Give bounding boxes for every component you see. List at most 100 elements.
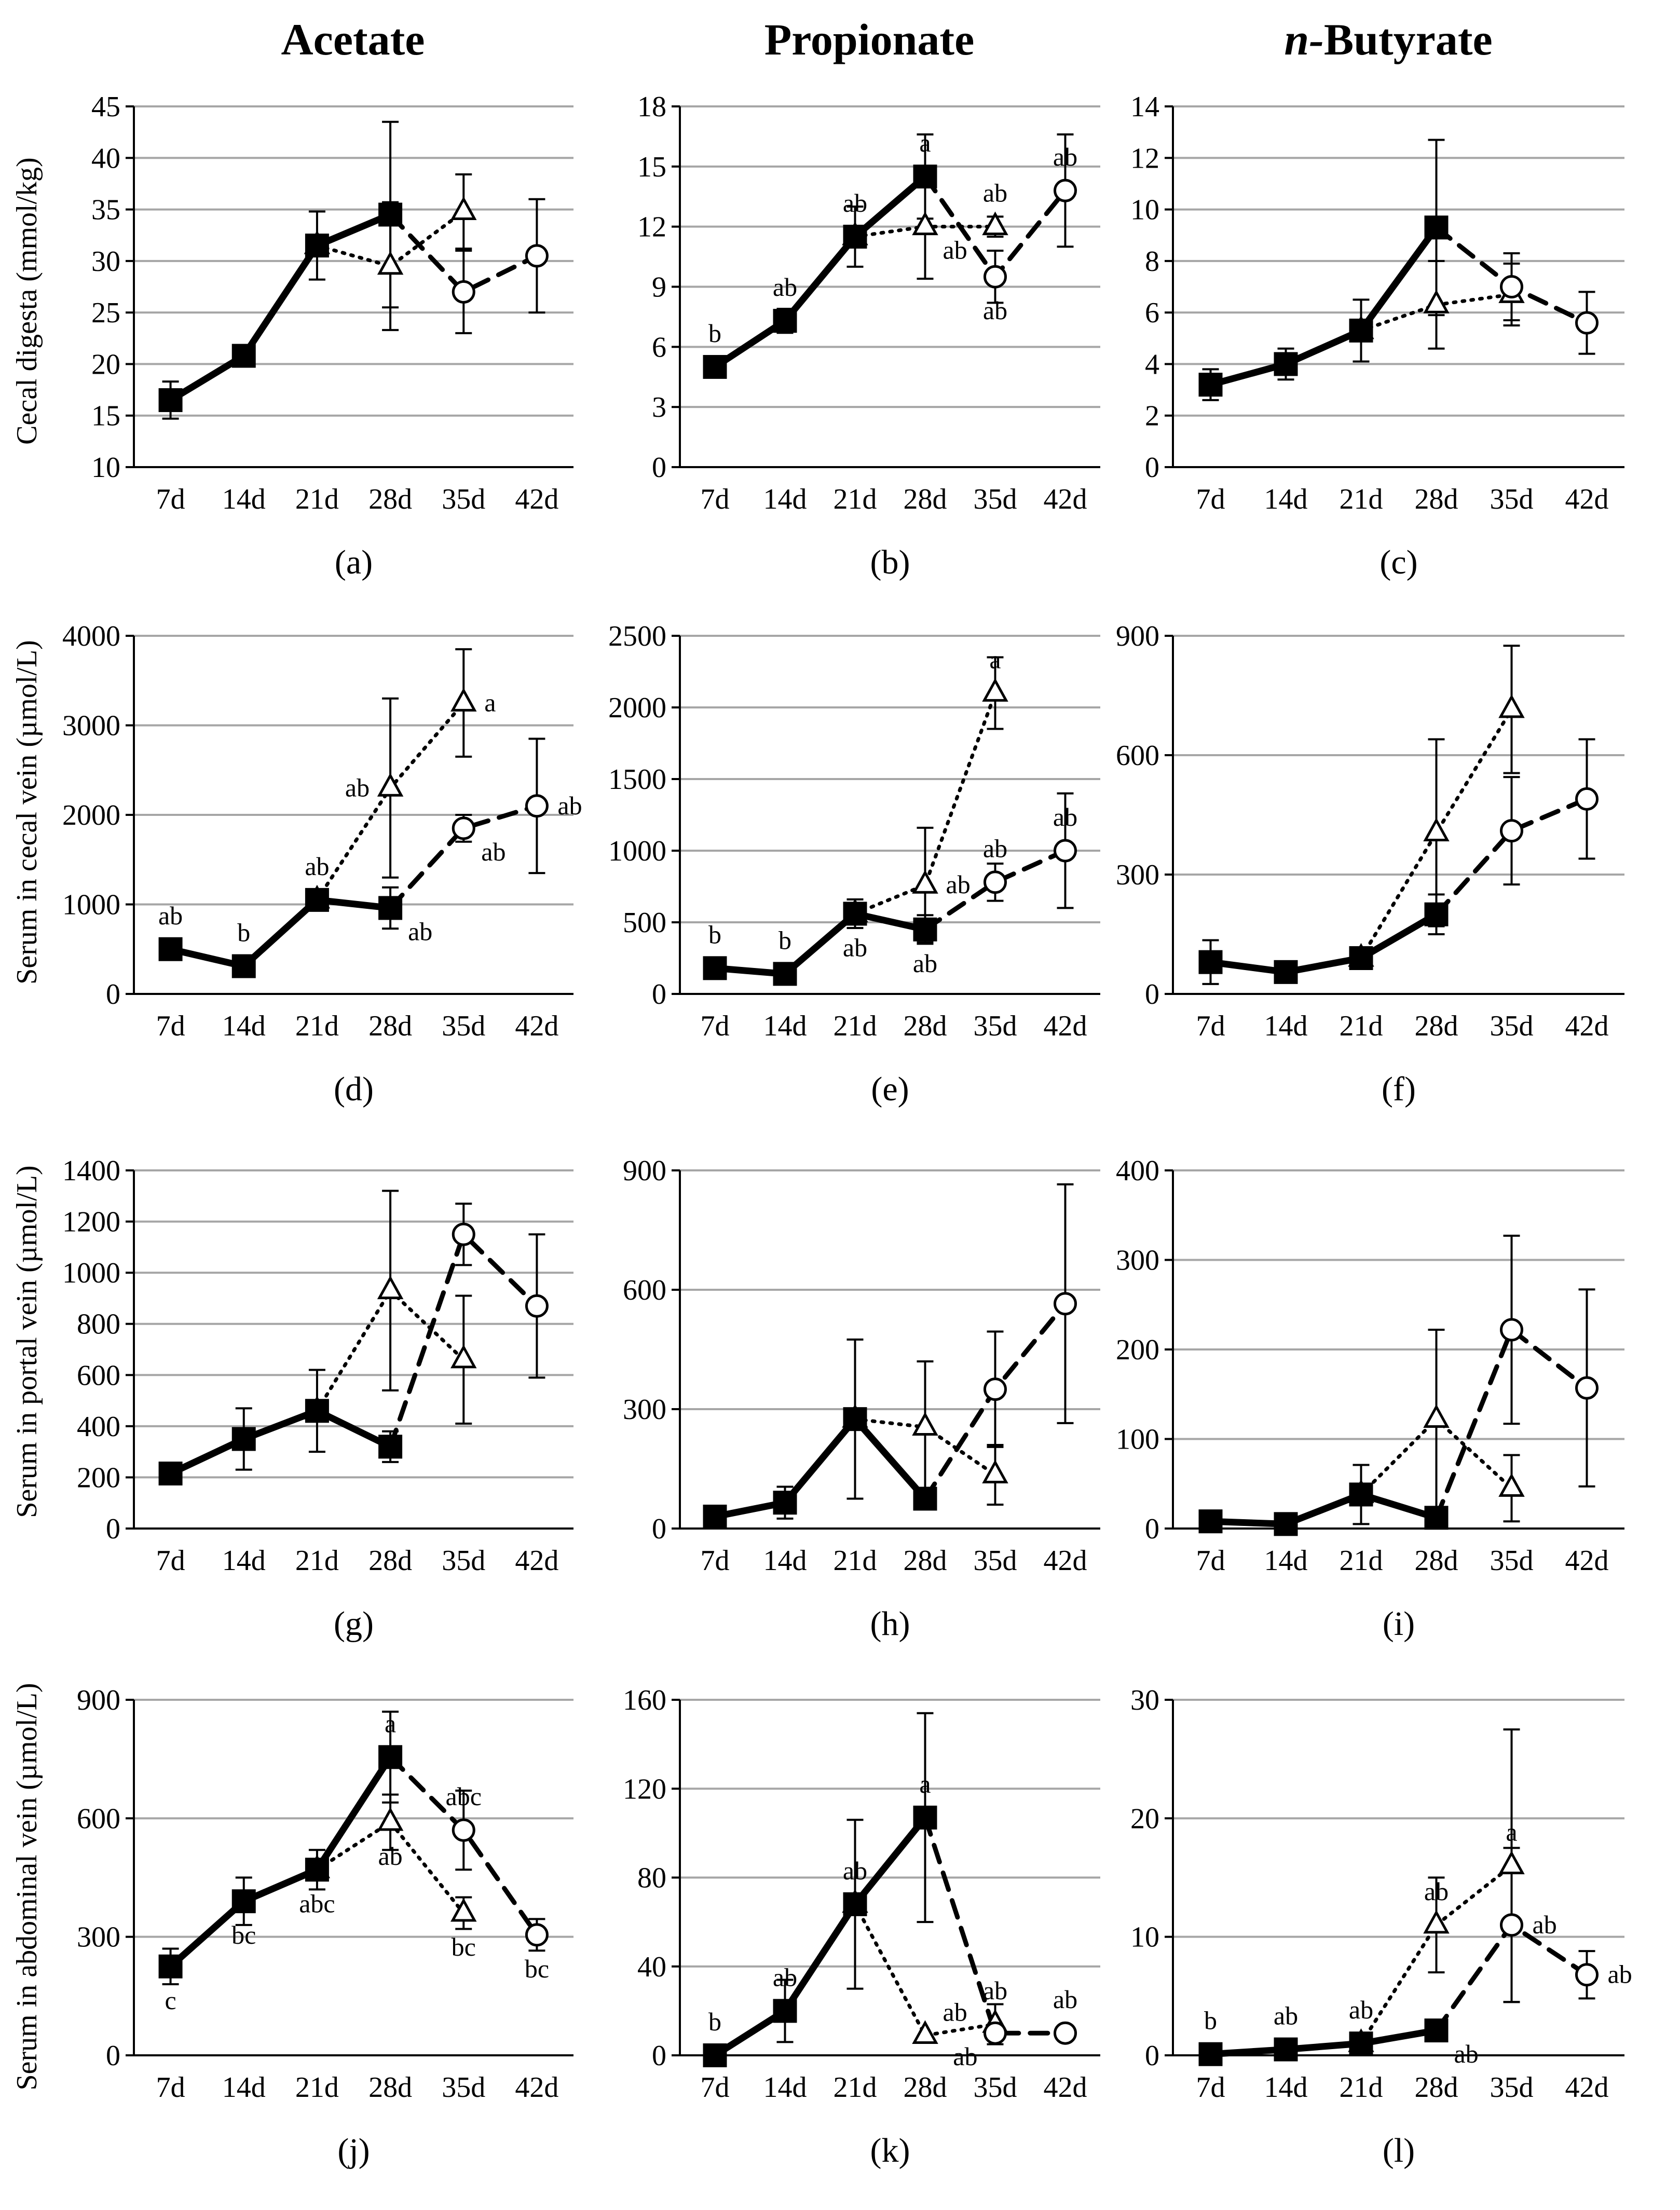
panel-label: (g)	[334, 1605, 374, 1643]
y-tick-label: 300	[77, 1921, 120, 1954]
x-tick-label: 7d	[1196, 483, 1225, 515]
circle-marker	[1054, 2021, 1077, 2045]
y-tick-label: 18	[637, 91, 666, 123]
circle-marker	[1500, 1913, 1523, 1937]
column-title-propionate: Propionate	[764, 15, 975, 64]
circle-marker	[1054, 1292, 1077, 1316]
square-marker	[1198, 373, 1223, 397]
y-tick-label: 900	[623, 1155, 666, 1187]
significance-label: a	[484, 688, 496, 717]
square-marker	[913, 165, 937, 189]
triangle-marker	[377, 251, 404, 275]
square-marker	[1349, 318, 1373, 343]
x-tick-label: 14d	[763, 2071, 807, 2104]
square-marker	[773, 1999, 797, 2023]
square-marker	[1198, 2042, 1223, 2066]
significance-label: ab	[1053, 1985, 1077, 2014]
significance-label: b	[708, 319, 721, 348]
panel-j: 0 300 600 900 7d 14d 21d 28d 35d 42d (j) c bc abc a ab a…	[77, 1684, 573, 2170]
y-tick-label: 10	[1130, 1921, 1159, 1954]
y-tick-label: 20	[1130, 1803, 1159, 1835]
y-tick-label: 2	[1145, 400, 1159, 432]
significance-label: ab	[1349, 1995, 1373, 2024]
series-line-square	[1207, 224, 1440, 388]
series-line-square	[167, 211, 394, 404]
square-marker	[1274, 960, 1298, 984]
x-tick-label: 42d	[1565, 483, 1609, 515]
significance-label: ab	[773, 1962, 797, 1991]
y-tick-label: 600	[623, 1274, 666, 1306]
x-tick-label: 35d	[974, 1010, 1017, 1042]
x-tick-label: 35d	[442, 1545, 485, 1577]
series-line-square	[712, 1415, 928, 1520]
x-tick-label: 14d	[1264, 1545, 1308, 1577]
significance-label: ab	[843, 933, 867, 962]
x-tick-label: 35d	[442, 2071, 485, 2104]
significance-label: a	[385, 1709, 396, 1738]
y-tick-label: 600	[1116, 740, 1159, 772]
triangle-marker	[1423, 817, 1450, 841]
x-tick-label: 21d	[295, 1545, 339, 1577]
panel-label: (c)	[1379, 543, 1417, 581]
x-tick-label: 42d	[515, 1545, 558, 1577]
significance-label: bc	[452, 1932, 476, 1961]
x-tick-label: 28d	[368, 1010, 412, 1042]
triangle-marker	[1498, 694, 1525, 718]
square-marker	[703, 1505, 727, 1529]
circle-marker	[1500, 275, 1523, 298]
panel-f: 0 300 600 900 7d 14d 21d 28d 35d 42d (f)	[1116, 620, 1624, 1108]
circle-marker	[984, 2021, 1007, 2045]
x-tick-label: 42d	[515, 483, 558, 515]
significance-label: ab	[1533, 1910, 1557, 1939]
x-tick-label: 7d	[156, 483, 185, 515]
y-tick-label: 30	[1130, 1684, 1159, 1716]
significance-label: ab	[943, 236, 967, 265]
triangle-marker	[1423, 1404, 1450, 1428]
x-tick-label: 21d	[295, 483, 339, 515]
y-tick-label: 400	[77, 1411, 120, 1443]
significance-label: b	[1204, 2006, 1217, 2035]
x-tick-label: 42d	[1044, 483, 1087, 515]
significance-label: ab	[557, 791, 582, 820]
significance-label: a	[1506, 1818, 1517, 1847]
significance-label: ab	[1454, 2039, 1479, 2068]
circle-marker	[984, 870, 1007, 894]
x-tick-label: 42d	[1044, 2071, 1087, 2104]
significance-label: a	[919, 1769, 931, 1798]
significance-label: ab	[1274, 2001, 1298, 2030]
x-tick-label: 42d	[515, 2071, 558, 2104]
y-tick-label: 120	[623, 1773, 666, 1805]
square-marker	[1349, 1482, 1373, 1507]
y-tick-label: 800	[77, 1308, 120, 1341]
x-tick-label: 28d	[1415, 483, 1458, 515]
significance-label: ab	[1053, 142, 1077, 171]
significance-label: ab	[983, 179, 1007, 208]
square-marker	[1198, 1509, 1223, 1534]
y-tick-label: 15	[91, 400, 120, 432]
y-tick-label: 35	[91, 194, 120, 226]
significance-label: b	[708, 920, 721, 949]
square-marker	[378, 1745, 403, 1769]
square-marker	[773, 1491, 797, 1515]
triangle-marker	[982, 678, 1008, 702]
significance-label: b	[778, 925, 791, 954]
y-tick-label: 2000	[62, 799, 120, 831]
square-marker	[1424, 2018, 1449, 2043]
y-tick-label: 1000	[608, 835, 666, 867]
x-tick-label: 14d	[1264, 2071, 1308, 2104]
circle-marker	[452, 280, 475, 304]
square-marker	[158, 937, 183, 961]
triangle-marker	[1498, 1473, 1525, 1497]
y-tick-label: 0	[652, 452, 666, 484]
y-tick-label: 20	[91, 348, 120, 380]
triangle-marker	[912, 870, 938, 894]
square-marker	[378, 202, 403, 227]
square-marker	[1198, 950, 1223, 974]
circle-marker	[1054, 839, 1077, 863]
square-marker	[703, 2043, 727, 2067]
x-tick-label: 42d	[1044, 1010, 1087, 1042]
x-tick-label: 7d	[156, 1545, 185, 1577]
square-marker	[913, 1805, 937, 1830]
square-marker	[703, 956, 727, 980]
y-tick-label: 80	[637, 1862, 666, 1894]
